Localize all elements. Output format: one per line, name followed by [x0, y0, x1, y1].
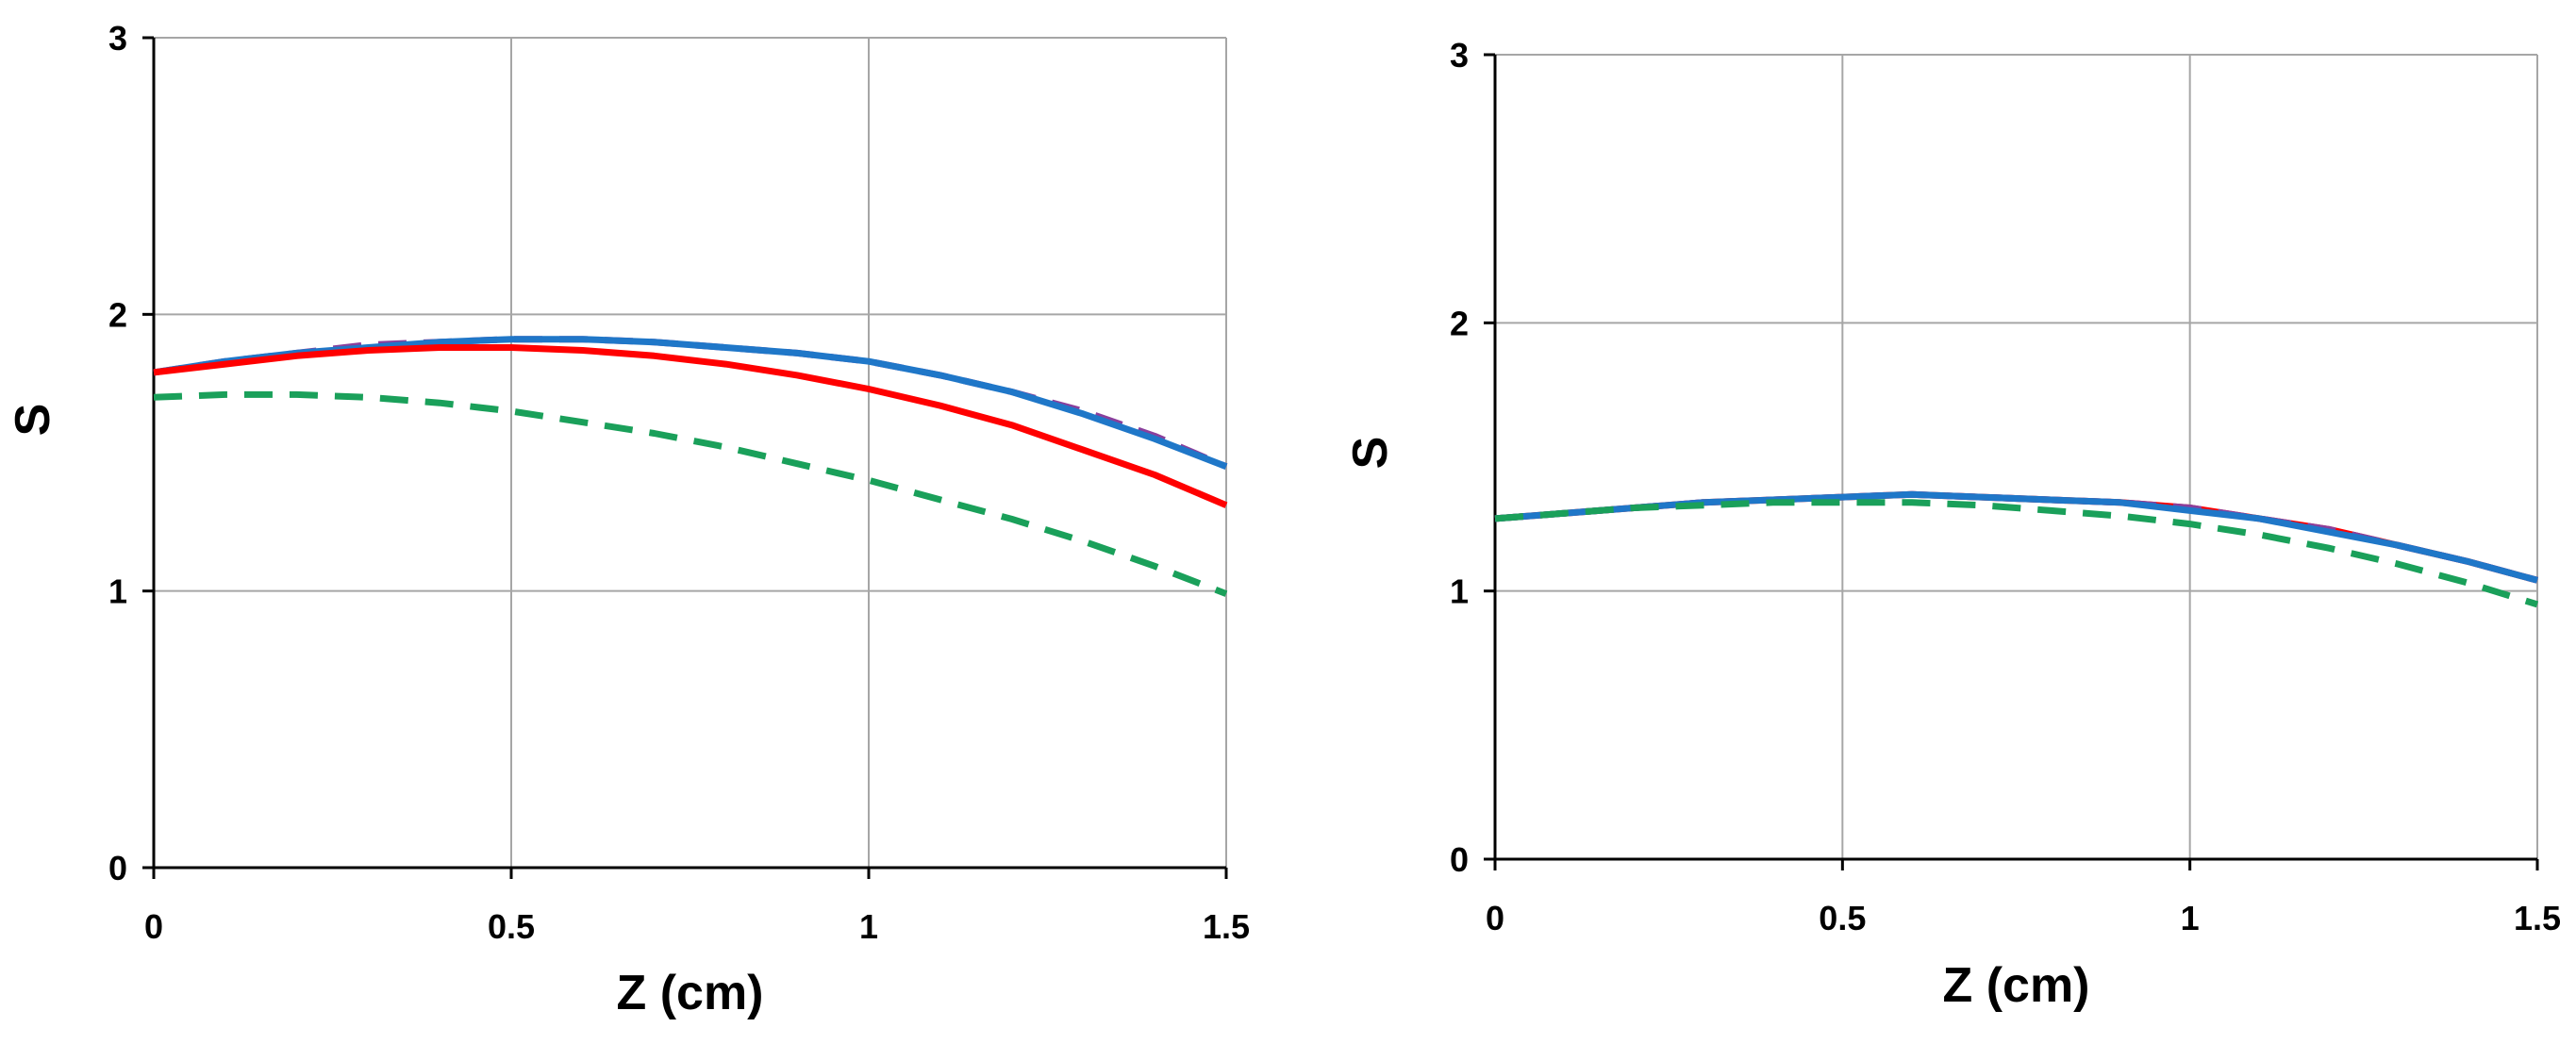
- x-tick-label: 0.5: [488, 907, 535, 946]
- y-axis-title: S: [6, 404, 60, 437]
- y-tick-label: 2: [108, 295, 127, 334]
- y-tick-label: 0: [1450, 840, 1469, 879]
- chart-panel-1: 0 0.5 1 1.5 0 1 2 3 Z (cm) S: [6, 19, 1250, 1020]
- y-tick-label: 1: [108, 572, 127, 611]
- series-line-3: [1494, 490, 2538, 584]
- series-line-4: [153, 390, 1228, 597]
- x-tick-label: 1.5: [1203, 907, 1250, 946]
- y-tick-label: 2: [1450, 304, 1469, 342]
- x-axis-title: Z (cm): [1943, 958, 2090, 1013]
- y-tick-label: 3: [108, 19, 127, 58]
- y-tick-label: 1: [1450, 572, 1469, 611]
- y-tick-label: 0: [108, 849, 127, 887]
- series-line-4: [1494, 499, 2539, 608]
- y-axis-title: S: [1343, 437, 1398, 470]
- x-tick-label: 1: [2181, 899, 2200, 937]
- x-tick-label: 1: [859, 907, 878, 946]
- y-tick-label: 3: [1450, 36, 1469, 75]
- chart-panel-2: 0 0.5 1 1.5 0 1 2 3 Z (cm) S: [1343, 36, 2561, 1013]
- x-tick-label: 0: [1486, 899, 1504, 937]
- x-tick-label: 0.5: [1819, 899, 1866, 937]
- x-tick-label: 1.5: [2514, 899, 2561, 937]
- series-line-3: [153, 344, 1228, 508]
- x-axis-title: Z (cm): [617, 966, 764, 1020]
- x-tick-label: 0: [144, 907, 163, 946]
